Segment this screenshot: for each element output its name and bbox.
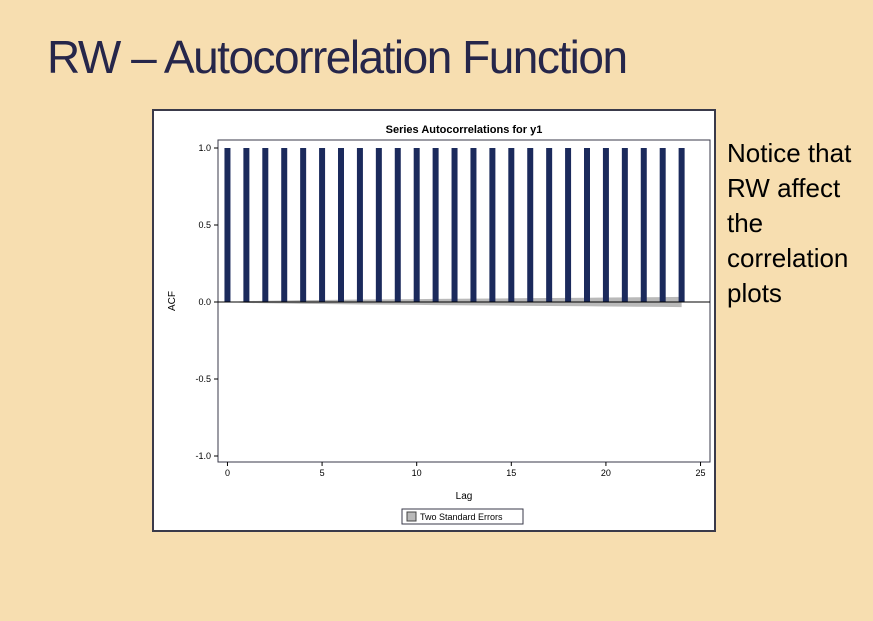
acf-bar — [659, 148, 666, 302]
acf-bar — [394, 148, 401, 302]
x-tick-label: 20 — [601, 468, 611, 478]
y-tick-label: 0.0 — [198, 297, 211, 307]
legend: Two Standard Errors — [401, 508, 524, 525]
y-tick-label: -0.5 — [195, 374, 211, 384]
acf-bar — [224, 148, 231, 302]
acf-bar — [300, 148, 307, 302]
acf-bar — [489, 148, 496, 302]
acf-bar — [621, 148, 628, 302]
x-tick-label: 15 — [506, 468, 516, 478]
acf-bar — [338, 148, 344, 302]
acf-bar — [413, 148, 420, 302]
acf-bar — [546, 148, 553, 302]
legend-swatch — [406, 511, 417, 522]
acf-bar — [508, 148, 515, 302]
acf-bar — [243, 148, 250, 302]
acf-chart-svg: -1.0 -0.5 0.0 0.5 1.0 0 5 10 15 20 25 Series Autoc… — [167, 124, 711, 525]
x-tick-label: 5 — [320, 468, 325, 478]
side-note: Notice that RW affect the correlation pl… — [727, 138, 852, 308]
x-tick-label: 10 — [412, 468, 422, 478]
acf-bar — [640, 148, 647, 302]
x-axis-label: Lag — [456, 491, 473, 502]
chart-title: Series Autocorrelations for y1 — [386, 124, 543, 136]
legend-box — [401, 508, 524, 525]
acf-bar — [470, 148, 477, 302]
y-tick-label: 1.0 — [198, 143, 211, 153]
acf-bar — [565, 148, 572, 302]
acf-bar — [527, 148, 534, 302]
y-axis-label: ACF — [167, 291, 178, 311]
y-tick-label: -1.0 — [195, 451, 211, 461]
acf-bar — [375, 148, 382, 302]
legend-label: Two Standard Errors — [420, 512, 503, 522]
acf-bar — [678, 148, 685, 302]
acf-bar — [584, 148, 590, 302]
acf-bar — [319, 148, 326, 302]
acf-bar — [432, 148, 439, 302]
acf-bar — [262, 148, 269, 302]
acf-bar — [356, 148, 363, 302]
acf-bar — [451, 148, 458, 302]
x-tick-label: 0 — [225, 468, 230, 478]
y-tick-label: 0.5 — [198, 220, 211, 230]
acf-chart: -1.0 -0.5 0.0 0.5 1.0 0 5 10 15 20 25 Series Autoc… — [152, 109, 716, 532]
slide-title: RW – Autocorrelation Function — [47, 31, 628, 83]
x-tick-label: 25 — [696, 468, 706, 478]
acf-bar — [602, 148, 609, 302]
acf-bar — [281, 148, 288, 302]
